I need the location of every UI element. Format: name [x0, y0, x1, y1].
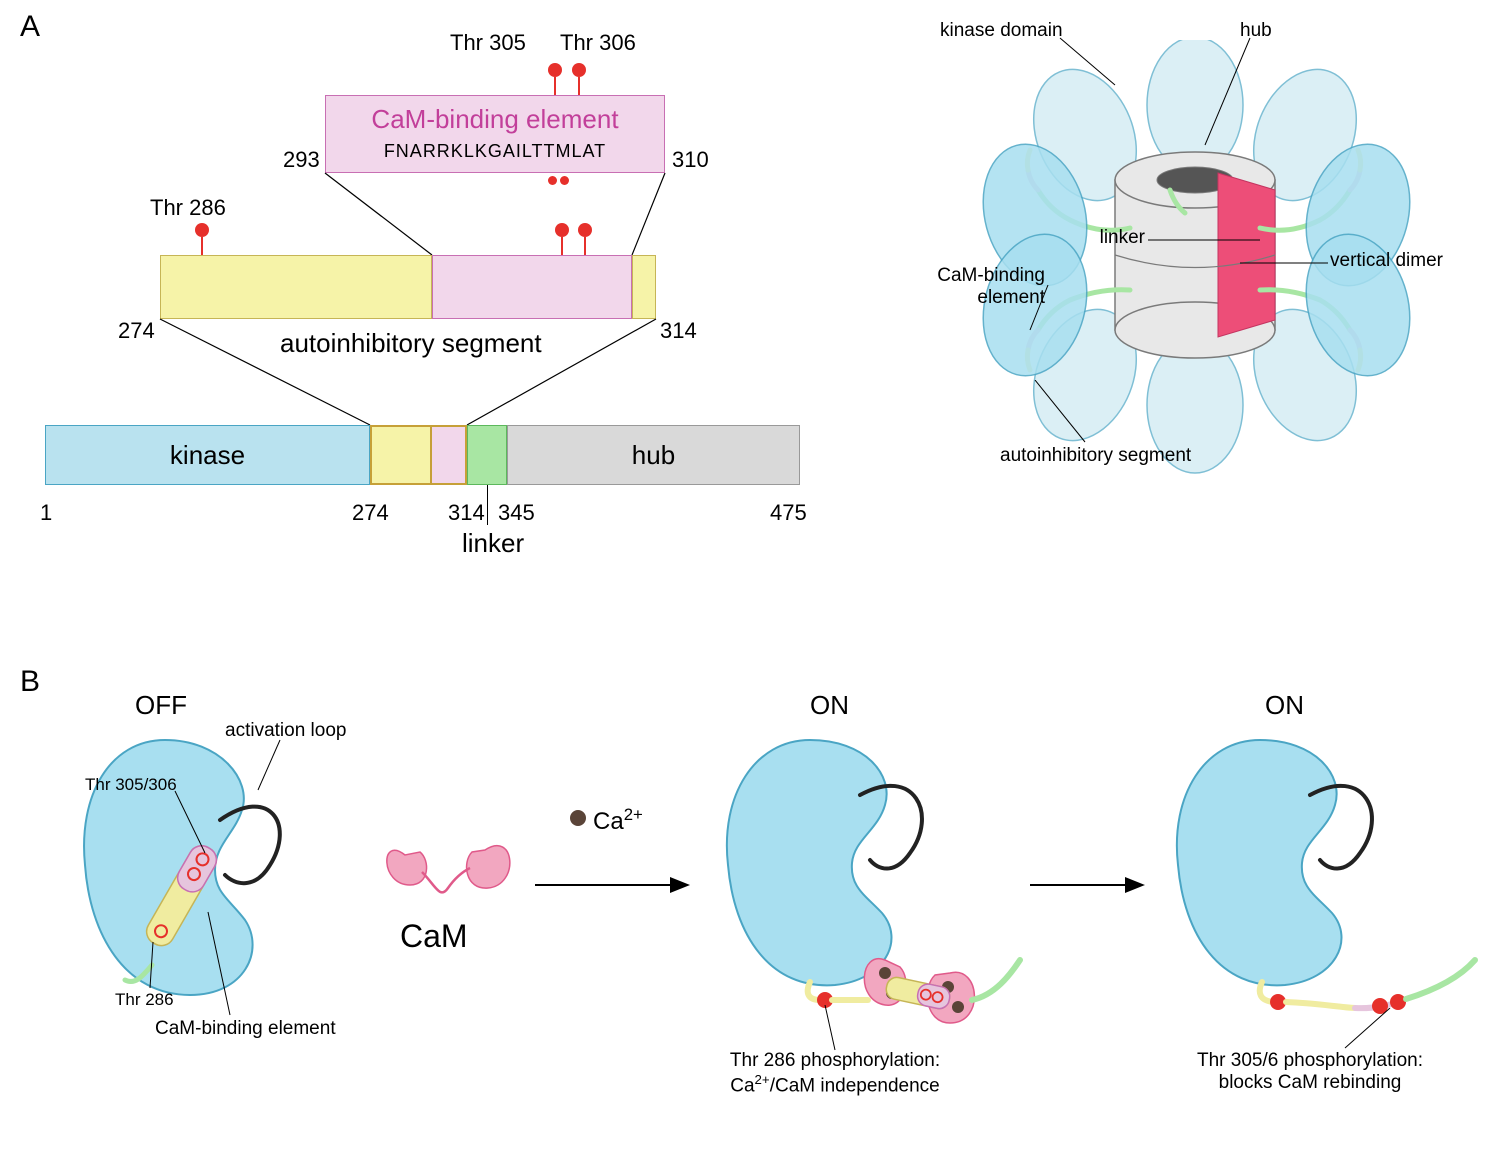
ca2-dot-icon [570, 810, 586, 826]
linker-label: linker [462, 528, 524, 559]
ca2-label: Ca2+ [593, 805, 643, 836]
holo-linker-leader [1140, 232, 1270, 252]
arrow-1-icon [530, 865, 700, 905]
tick-345: 345 [498, 500, 535, 526]
domain-hub: hub [507, 425, 800, 485]
holo-autoinhib-leader [1020, 380, 1100, 450]
hub-domain-label: hub [508, 440, 799, 471]
kinase-domain-label: kinase [46, 440, 369, 471]
off-cambind-leader [190, 910, 250, 1020]
state-on1-label: ON [810, 690, 849, 721]
domain-linker [467, 425, 507, 485]
holo-kinase-leader [940, 30, 1140, 130]
holo-hub-leader [1190, 30, 1290, 150]
on1-caption: Thr 286 phosphorylation: Ca2+/CaM indepe… [700, 1050, 970, 1097]
off-thr305-label: Thr 305/306 [85, 775, 177, 795]
tick-1: 1 [40, 500, 52, 526]
on2-caption: Thr 305/6 phosphorylation: blocks CaM re… [1175, 1050, 1445, 1094]
tick-274: 274 [352, 500, 389, 526]
on1-kinase-svg [700, 725, 1040, 1035]
cam-label: CaM [400, 918, 468, 955]
domain-autoinhib-pink [432, 425, 467, 485]
off-thr305-leader [170, 785, 220, 855]
holo-vdimer-leader [1240, 255, 1335, 275]
on1-caption-leader [815, 1005, 845, 1055]
off-thr286-leader [145, 940, 185, 995]
tick-314: 314 [448, 500, 485, 526]
on2-kinase-svg [1150, 725, 1500, 1035]
state-off-label: OFF [135, 690, 187, 721]
domain-autoinhib-yellow [370, 425, 432, 485]
arrow-2-icon [1025, 865, 1155, 905]
cam-apo-svg [370, 810, 530, 930]
on2-caption-leader [1340, 1008, 1400, 1053]
off-actloop-leader [240, 735, 300, 795]
domain-kinase: kinase [45, 425, 370, 485]
tick-475: 475 [770, 500, 807, 526]
off-cambind-label: CaM-binding element [155, 1018, 336, 1040]
linker-tick-line [487, 485, 488, 525]
holo-cambind-leader [1000, 280, 1070, 340]
state-on2-label: ON [1265, 690, 1304, 721]
panel-b-label: B [20, 665, 40, 699]
holo-vdimer-label: vertical dimer [1330, 250, 1443, 272]
